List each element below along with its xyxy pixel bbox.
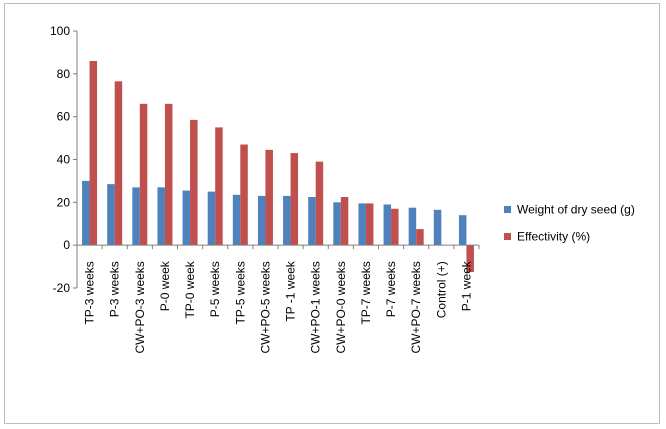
bar-chart: -20 0 20 40 60 80 100 TP-3 weeks P-3 weeks CW+PO… bbox=[50, 24, 635, 354]
effectivity-bar bbox=[164, 103, 173, 246]
y-tick-label: 80 bbox=[57, 67, 71, 81]
dry-seed-weight-bar bbox=[157, 187, 165, 246]
legend-label: Weight of dry seed (g) bbox=[517, 203, 635, 217]
effectivity-bar bbox=[139, 103, 148, 246]
x-tick-label: CW+PO-7 weeks bbox=[409, 261, 423, 353]
effectivity-bar bbox=[466, 245, 474, 272]
effectivity-bar bbox=[89, 60, 98, 246]
y-tick-label: 60 bbox=[57, 110, 71, 124]
x-tick-label: P-7 weeks bbox=[384, 261, 398, 317]
dry-seed-weight-bar bbox=[132, 187, 140, 246]
x-tick-label: TP -1 week bbox=[284, 260, 298, 321]
x-tick-label: TP-7 weeks bbox=[359, 261, 373, 324]
dry-seed-weight-bar bbox=[257, 195, 266, 246]
x-tick-label: CW+PO-5 weeks bbox=[258, 261, 272, 353]
dry-seed-weight-bar bbox=[182, 190, 191, 246]
effectivity-bar bbox=[340, 196, 349, 246]
dry-seed-weight-bar bbox=[408, 207, 417, 246]
bar-marks bbox=[82, 60, 474, 272]
x-tick-labels: TP-3 weeks P-3 weeks CW+PO-3 weeks P-0 week… bbox=[83, 260, 474, 353]
axes bbox=[73, 30, 480, 289]
x-tick-label: CW+PO-1 weeks bbox=[309, 261, 323, 353]
effectivity-bar bbox=[290, 153, 299, 246]
x-tick-label: TP-3 weeks bbox=[83, 261, 97, 324]
effectivity-bar bbox=[190, 119, 198, 246]
effectivity-bar bbox=[265, 149, 273, 246]
x-tick-label: P-1 week bbox=[459, 260, 473, 311]
effectivity-bar bbox=[315, 161, 324, 246]
dry-seed-weight-bar bbox=[383, 204, 392, 246]
effectivity-bar bbox=[391, 208, 399, 246]
dry-seed-weight-bar bbox=[458, 215, 467, 246]
effectivity-bar bbox=[416, 229, 424, 246]
chart-frame: -20 0 20 40 60 80 100 TP-3 weeks P-3 weeks CW+PO… bbox=[4, 3, 660, 424]
x-tick-label: P-5 weeks bbox=[208, 261, 222, 317]
x-tick-label: P-0 week bbox=[158, 260, 172, 311]
dry-seed-weight-bar bbox=[333, 202, 341, 246]
x-tick-label: CW+PO-0 weeks bbox=[334, 261, 348, 353]
legend-swatch bbox=[504, 233, 511, 240]
dry-seed-weight-bar bbox=[308, 196, 316, 246]
dry-seed-weight-bar bbox=[207, 191, 216, 246]
x-tick-label: TP-0 week bbox=[183, 260, 197, 318]
dry-seed-weight-bar bbox=[433, 209, 442, 246]
effectivity-bar bbox=[215, 127, 223, 246]
effectivity-bar bbox=[365, 203, 374, 246]
y-tick-label: 20 bbox=[57, 195, 71, 209]
x-tick-label: Control (+) bbox=[434, 261, 448, 318]
y-tick-label: -20 bbox=[53, 281, 71, 295]
legend: Weight of dry seed (g) Effectivity (%) bbox=[504, 203, 635, 244]
effectivity-bar bbox=[240, 144, 248, 246]
dry-seed-weight-bar bbox=[358, 203, 366, 246]
effectivity-bar bbox=[114, 81, 123, 246]
y-tick-label: 100 bbox=[50, 24, 70, 38]
y-tick-labels: -20 0 20 40 60 80 100 bbox=[50, 24, 70, 295]
y-tick-label: 0 bbox=[63, 238, 70, 252]
x-tick-label: CW+PO-3 weeks bbox=[133, 261, 147, 353]
y-tick-label: 40 bbox=[57, 153, 71, 167]
dry-seed-weight-bar bbox=[82, 180, 90, 246]
dry-seed-weight-bar bbox=[232, 194, 241, 246]
x-tick-label: P-3 weeks bbox=[108, 261, 122, 317]
legend-label: Effectivity (%) bbox=[517, 230, 590, 244]
legend-swatch bbox=[504, 206, 511, 213]
dry-seed-weight-bar bbox=[283, 195, 291, 246]
dry-seed-weight-bar bbox=[107, 184, 115, 246]
x-tick-label: TP-5 weeks bbox=[233, 261, 247, 324]
